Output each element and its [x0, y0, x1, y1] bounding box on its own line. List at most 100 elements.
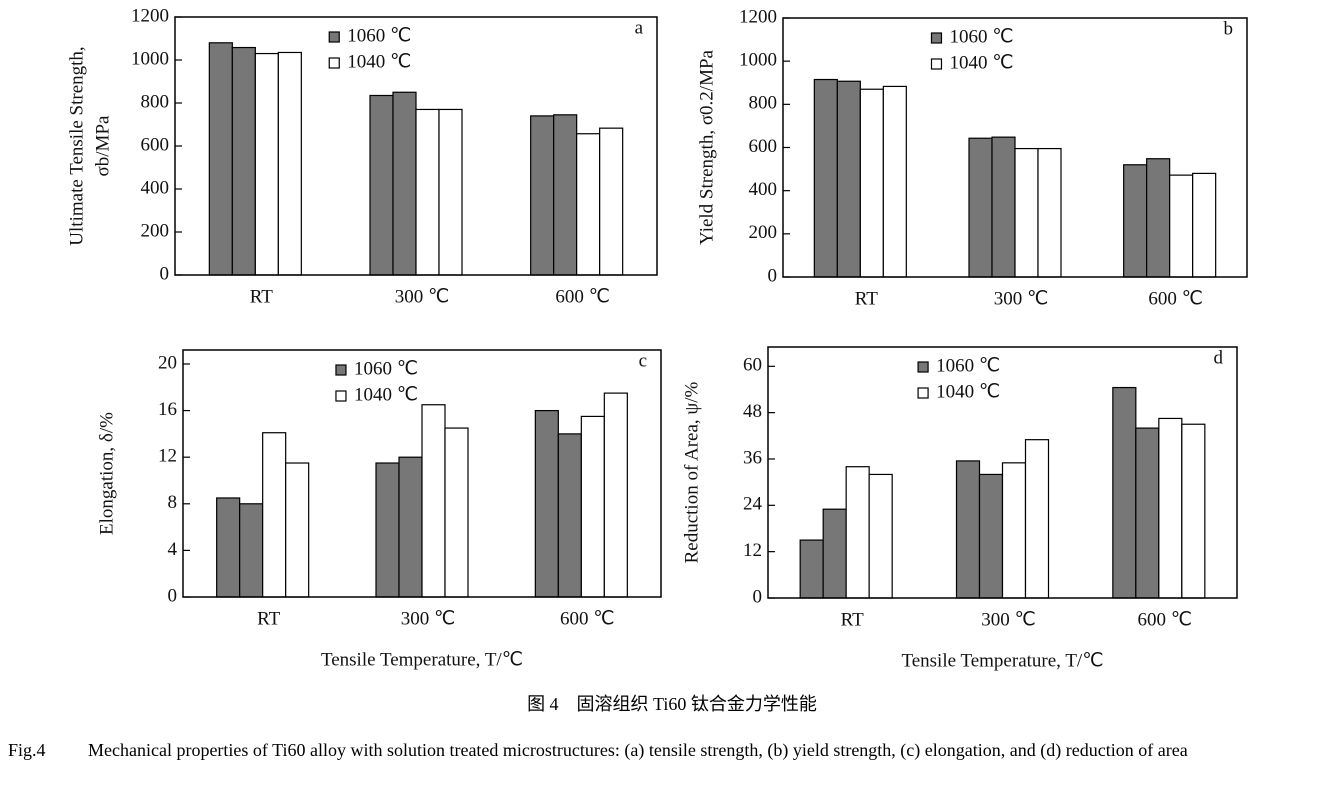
bar [398, 456, 423, 598]
bar [1014, 147, 1039, 278]
bar [799, 539, 824, 599]
y-axis-label: Yield Strength, σ0.2/MPa [696, 49, 717, 245]
bar [1024, 439, 1050, 599]
panel-label: b [1224, 18, 1234, 39]
bar [208, 42, 233, 276]
bar [557, 433, 582, 598]
y-tick-label: 1000 [739, 50, 777, 71]
y-axis-label: Reduction of Area, ψ/% [681, 381, 702, 563]
bar [254, 52, 279, 276]
bar [534, 409, 559, 598]
x-tick-label: 300 ℃ [994, 288, 1049, 309]
bar [444, 427, 469, 598]
bar [813, 78, 838, 278]
bar [845, 466, 870, 599]
x-tick-label: 600 ℃ [1138, 609, 1193, 630]
y-axis-label: Ultimate Tensile Strength, [66, 46, 87, 245]
legend-swatch [335, 364, 347, 376]
y-tick-label: 36 [743, 447, 762, 468]
y-tick-label: 1200 [131, 5, 169, 26]
legend-swatch [930, 32, 943, 44]
y-tick-label: 12 [743, 540, 762, 561]
bar [216, 497, 241, 598]
y-tick-label: 8 [168, 492, 178, 513]
bar [1112, 386, 1137, 599]
y-tick-label: 400 [749, 179, 778, 200]
bar [277, 51, 302, 276]
y-tick-label: 16 [158, 399, 177, 420]
y-axis-label: Elongation, δ/% [96, 412, 117, 535]
bar [968, 137, 993, 278]
x-tick-label: RT [257, 608, 281, 629]
bar [991, 136, 1016, 278]
legend-label: 1060 ℃ [347, 25, 411, 46]
legend-swatch [328, 57, 340, 69]
bar [603, 392, 628, 598]
legend-swatch [328, 31, 340, 43]
bar [599, 127, 624, 276]
bar [955, 460, 981, 599]
y-tick-label: 1200 [739, 6, 777, 27]
bar [868, 473, 893, 599]
plot-frame [174, 16, 658, 276]
y-tick-label: 800 [141, 91, 170, 112]
legend-label: 1040 ℃ [354, 384, 418, 405]
plot-frame [182, 349, 662, 598]
y-tick-label: 12 [158, 446, 177, 467]
y-tick-label: 600 [749, 136, 778, 157]
x-tick-label: RT [250, 286, 274, 307]
bar [392, 91, 417, 276]
y-tick-label: 24 [743, 494, 763, 515]
legend-swatch [917, 387, 929, 399]
x-tick-label: 300 ℃ [401, 608, 456, 629]
bar [576, 133, 601, 276]
caption-cn: 图 4 固溶组织 Ti60 钛合金力学性能 [527, 694, 817, 714]
x-tick-label: 600 ℃ [1148, 288, 1203, 309]
bar [1181, 423, 1206, 599]
legend-swatch [930, 58, 943, 70]
bar [285, 462, 310, 598]
y-tick-label: 20 [158, 352, 177, 373]
bar [438, 108, 463, 276]
bar [859, 88, 884, 278]
panel-label: d [1214, 347, 1224, 368]
x-axis-label: Tensile Temperature, T/℃ [321, 649, 523, 670]
bar [1192, 172, 1217, 278]
bar [1001, 462, 1027, 599]
y-axis-label: σb/MPa [92, 115, 113, 176]
bar [415, 108, 440, 276]
bar [1169, 174, 1194, 278]
panel-label: c [639, 350, 647, 371]
y-tick-label: 0 [160, 263, 170, 284]
legend-label: 1040 ℃ [936, 381, 1000, 402]
bar [882, 85, 907, 278]
y-tick-label: 600 [141, 134, 170, 155]
caption-text: Mechanical properties of Ti60 alloy with… [88, 740, 1188, 760]
bar [1158, 417, 1183, 599]
y-tick-label: 60 [743, 355, 762, 376]
caption-label: Fig.4 [8, 740, 46, 760]
bar [421, 404, 446, 598]
legend-label: 1060 ℃ [949, 26, 1013, 47]
y-tick-label: 200 [749, 222, 778, 243]
plot-frame [767, 346, 1238, 599]
y-tick-label: 1000 [131, 48, 169, 69]
y-tick-label: 800 [749, 93, 778, 114]
legend-label: 1040 ℃ [347, 51, 411, 72]
y-tick-label: 0 [768, 265, 778, 286]
x-tick-label: 300 ℃ [395, 286, 450, 307]
bar [978, 473, 1004, 599]
y-tick-label: 48 [743, 401, 762, 422]
bar [580, 415, 605, 598]
bar [1123, 164, 1148, 278]
legend-swatch [335, 390, 347, 402]
bar [822, 508, 847, 599]
bar [1146, 158, 1171, 278]
bar [553, 114, 578, 276]
y-tick-label: 200 [141, 220, 170, 241]
x-tick-label: 600 ℃ [560, 608, 615, 629]
caption-en: Fig.4 Mechanical properties of Ti60 alloy… [8, 735, 1338, 766]
bar [369, 94, 394, 276]
